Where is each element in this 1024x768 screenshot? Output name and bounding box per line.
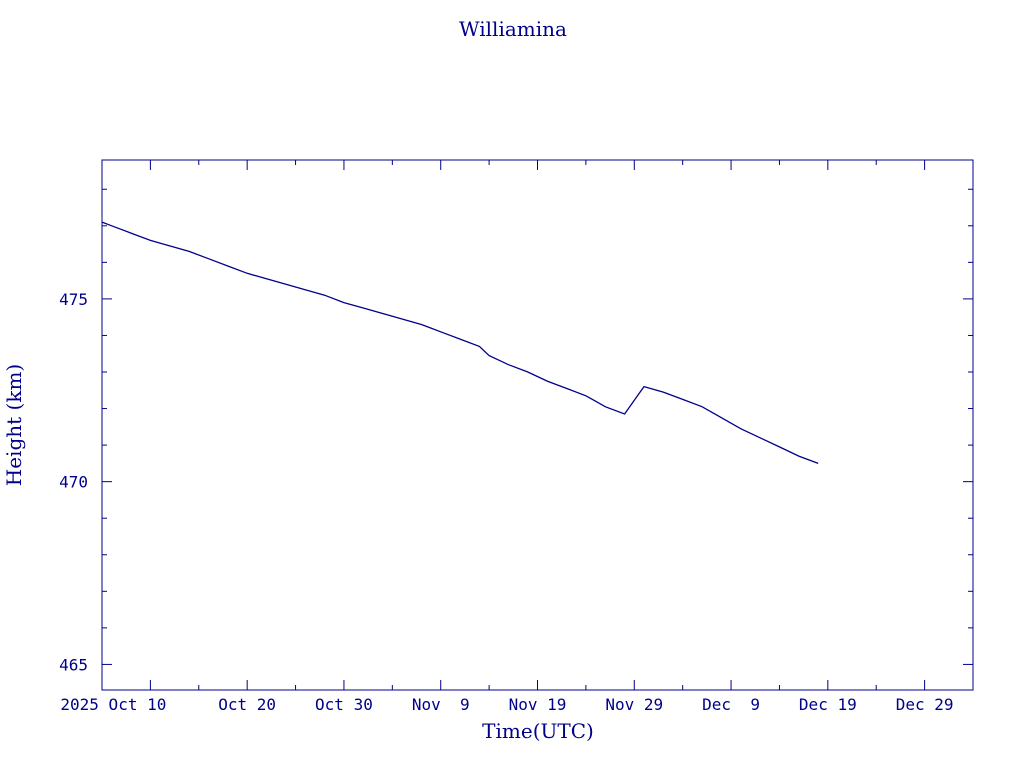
x-tick-label: 2025 Oct 10 xyxy=(60,695,166,714)
x-tick-label: Dec 9 xyxy=(702,695,760,714)
chart-title: Williamina xyxy=(459,17,567,41)
axis-ticks xyxy=(102,160,973,690)
x-tick-label: Nov 29 xyxy=(605,695,663,714)
x-tick-label: Dec 29 xyxy=(896,695,954,714)
series-line xyxy=(101,221,819,465)
y-tick-label: 470 xyxy=(59,473,88,492)
y-tick-label: 465 xyxy=(59,655,88,674)
x-tick-label: Oct 20 xyxy=(218,695,276,714)
x-tick-label: Nov 9 xyxy=(412,695,470,714)
y-tick-labels: 465 470 475 xyxy=(59,290,88,675)
x-tick-label: Dec 19 xyxy=(799,695,857,714)
y-tick-label: 475 xyxy=(59,290,88,309)
plot-frame xyxy=(101,159,974,691)
x-tick-label: Oct 30 xyxy=(315,695,373,714)
x-tick-labels: 2025 Oct 10 Oct 20 Oct 30 Nov 9 Nov 19 Nov 29… xyxy=(60,695,953,714)
x-tick-label: Nov 19 xyxy=(509,695,567,714)
x-axis-label: Time(UTC) xyxy=(482,719,594,743)
y-axis-label: Height (km) xyxy=(2,364,26,486)
